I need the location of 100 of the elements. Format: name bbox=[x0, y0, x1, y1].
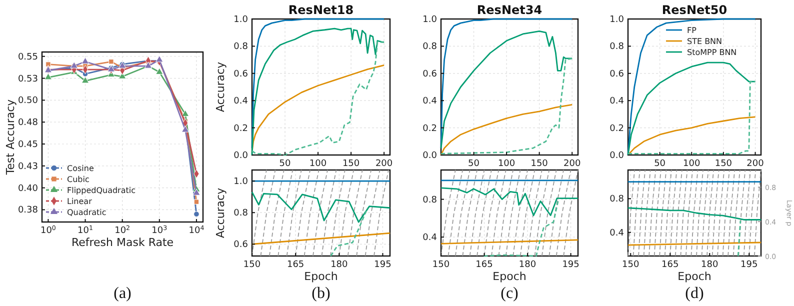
y-tick-label: 0.4 bbox=[234, 96, 248, 107]
x-tick-label: 100 bbox=[498, 159, 516, 169]
y-tick-label: 0.8 bbox=[234, 208, 248, 219]
y-tick-label: 1.0 bbox=[234, 15, 248, 25]
x-tick-label: 180 bbox=[330, 260, 348, 270]
point bbox=[156, 68, 164, 74]
y-tick-label: 0.48 bbox=[18, 118, 38, 128]
y-tick-label: 0.4 bbox=[610, 228, 624, 238]
x-tick-label: 50 bbox=[279, 159, 292, 169]
line-series bbox=[627, 62, 756, 156]
x-axis-title: Refresh Mask Rate bbox=[71, 236, 174, 249]
x-tick-label: 165 bbox=[476, 260, 493, 270]
x-tick-label: 10$^{1}$ bbox=[78, 224, 94, 236]
text: (a) bbox=[114, 285, 132, 302]
x-tick-label: 10$^{4}$ bbox=[188, 224, 204, 236]
point bbox=[81, 57, 90, 64]
line-series bbox=[330, 207, 368, 257]
y-tick-label: 0.4 bbox=[610, 96, 624, 107]
y-tick-label: 0.0 bbox=[422, 151, 438, 161]
point bbox=[194, 211, 200, 218]
line-series bbox=[251, 191, 391, 223]
chart-title: ResNet18 bbox=[288, 3, 354, 17]
point bbox=[44, 73, 52, 80]
legend-label: Quadratic bbox=[67, 208, 106, 217]
legend-label: Cosine bbox=[67, 164, 94, 173]
x-tick-label: 200 bbox=[564, 159, 581, 169]
x-tick-label: 150 bbox=[530, 159, 548, 169]
line-series bbox=[482, 198, 560, 257]
x-axis-title: Epoch bbox=[304, 270, 338, 283]
x-tick-label: 100 bbox=[683, 159, 700, 169]
x-tick-label: 195 bbox=[374, 260, 392, 270]
y-tick-label: 0.45 bbox=[18, 140, 38, 150]
y-tick-label: 0.4 bbox=[422, 233, 438, 244]
y-tick-label: 0.8 bbox=[422, 195, 438, 206]
point bbox=[192, 188, 200, 196]
x-tick-label: 165 bbox=[286, 260, 304, 270]
x-tick-label: 180 bbox=[518, 260, 536, 270]
line-series bbox=[627, 116, 756, 156]
point bbox=[46, 62, 51, 67]
x-tick-label: 50 bbox=[468, 159, 480, 169]
line-series bbox=[627, 207, 762, 220]
y-tick-label: 0.8 bbox=[610, 194, 624, 205]
x-tick-label: 150 bbox=[622, 260, 640, 270]
y-tick-label: 0.40 bbox=[18, 184, 38, 194]
x-tick-label: 200 bbox=[375, 159, 393, 169]
y-tick-label: 0.0 bbox=[234, 151, 248, 161]
x-tick-label: 150 bbox=[243, 260, 261, 270]
legend-label: STE BNN bbox=[687, 37, 722, 46]
y-axis-title: Test Accuracy bbox=[4, 98, 17, 176]
x-tick-label: 195 bbox=[562, 260, 580, 270]
text: (d) bbox=[685, 285, 704, 302]
y-tick-label: 0.6 bbox=[610, 69, 624, 80]
x-tick-label: 150 bbox=[432, 260, 450, 270]
x-tick-label: 150 bbox=[342, 159, 360, 169]
text: (c) bbox=[500, 285, 518, 302]
y-tick-label: 1.0 bbox=[610, 15, 624, 25]
y-tick-label: 0.4 bbox=[422, 96, 438, 107]
x-tick-label: 10$^{2}$ bbox=[114, 224, 130, 236]
chart-title: ResNet50 bbox=[662, 3, 728, 17]
x-tick-label: 195 bbox=[740, 260, 758, 270]
y-tick-label: 0.6 bbox=[234, 69, 248, 80]
y-tick-label: 0.38 bbox=[18, 206, 38, 216]
y-tick-label: 0.8 bbox=[422, 42, 438, 52]
y-tick-label: 0.43 bbox=[18, 162, 38, 172]
legend-label: FP bbox=[687, 26, 697, 35]
legend-label: Linear bbox=[67, 197, 93, 206]
x-tick-label: 165 bbox=[662, 260, 679, 270]
legend-label: FlippedQuadratic bbox=[67, 186, 136, 195]
line-series bbox=[440, 58, 573, 154]
y-tick-label: 0.2 bbox=[610, 124, 624, 134]
y-axis-title: Accuracy bbox=[214, 187, 227, 238]
y-tick-label: 0.8 bbox=[234, 42, 248, 52]
x-axis-title: Epoch bbox=[492, 270, 526, 283]
y-tick-label: 0.6 bbox=[234, 240, 248, 250]
y-tick-label: 1.0 bbox=[422, 15, 438, 25]
chart-title: ResNet34 bbox=[476, 3, 542, 17]
x-tick-label: 10$^{3}$ bbox=[152, 224, 168, 236]
legend-label: StoMPP BNN bbox=[687, 48, 737, 57]
y-tick-label: 0.50 bbox=[18, 96, 38, 106]
x-tick-label: 200 bbox=[746, 159, 764, 169]
x-tick-label: 180 bbox=[701, 260, 718, 270]
x-tick-label: 10$^{0}$ bbox=[40, 224, 56, 236]
point bbox=[81, 76, 90, 84]
point bbox=[194, 199, 200, 204]
y-tick-label: 0.2 bbox=[234, 124, 248, 134]
line-series bbox=[440, 104, 573, 156]
y-tick-label: 0.8 bbox=[610, 42, 624, 52]
x-tick-label: 100 bbox=[309, 159, 327, 169]
y-tick-label: 1.0 bbox=[234, 177, 248, 188]
y-axis-title: Accuracy bbox=[214, 61, 227, 112]
y-tick-label: 0.0 bbox=[610, 151, 624, 161]
y-tick-label: 0.55 bbox=[18, 52, 38, 62]
y-tick-label: 0.53 bbox=[18, 74, 38, 84]
x-tick-label: 150 bbox=[714, 159, 732, 169]
line-series bbox=[440, 187, 579, 216]
y-tick-label: 0.2 bbox=[422, 124, 437, 134]
legend-label: Cubic bbox=[67, 175, 90, 184]
y-tick-label: 0.6 bbox=[422, 69, 438, 80]
text: (b) bbox=[312, 285, 330, 302]
x-axis-title: Epoch bbox=[678, 270, 712, 283]
